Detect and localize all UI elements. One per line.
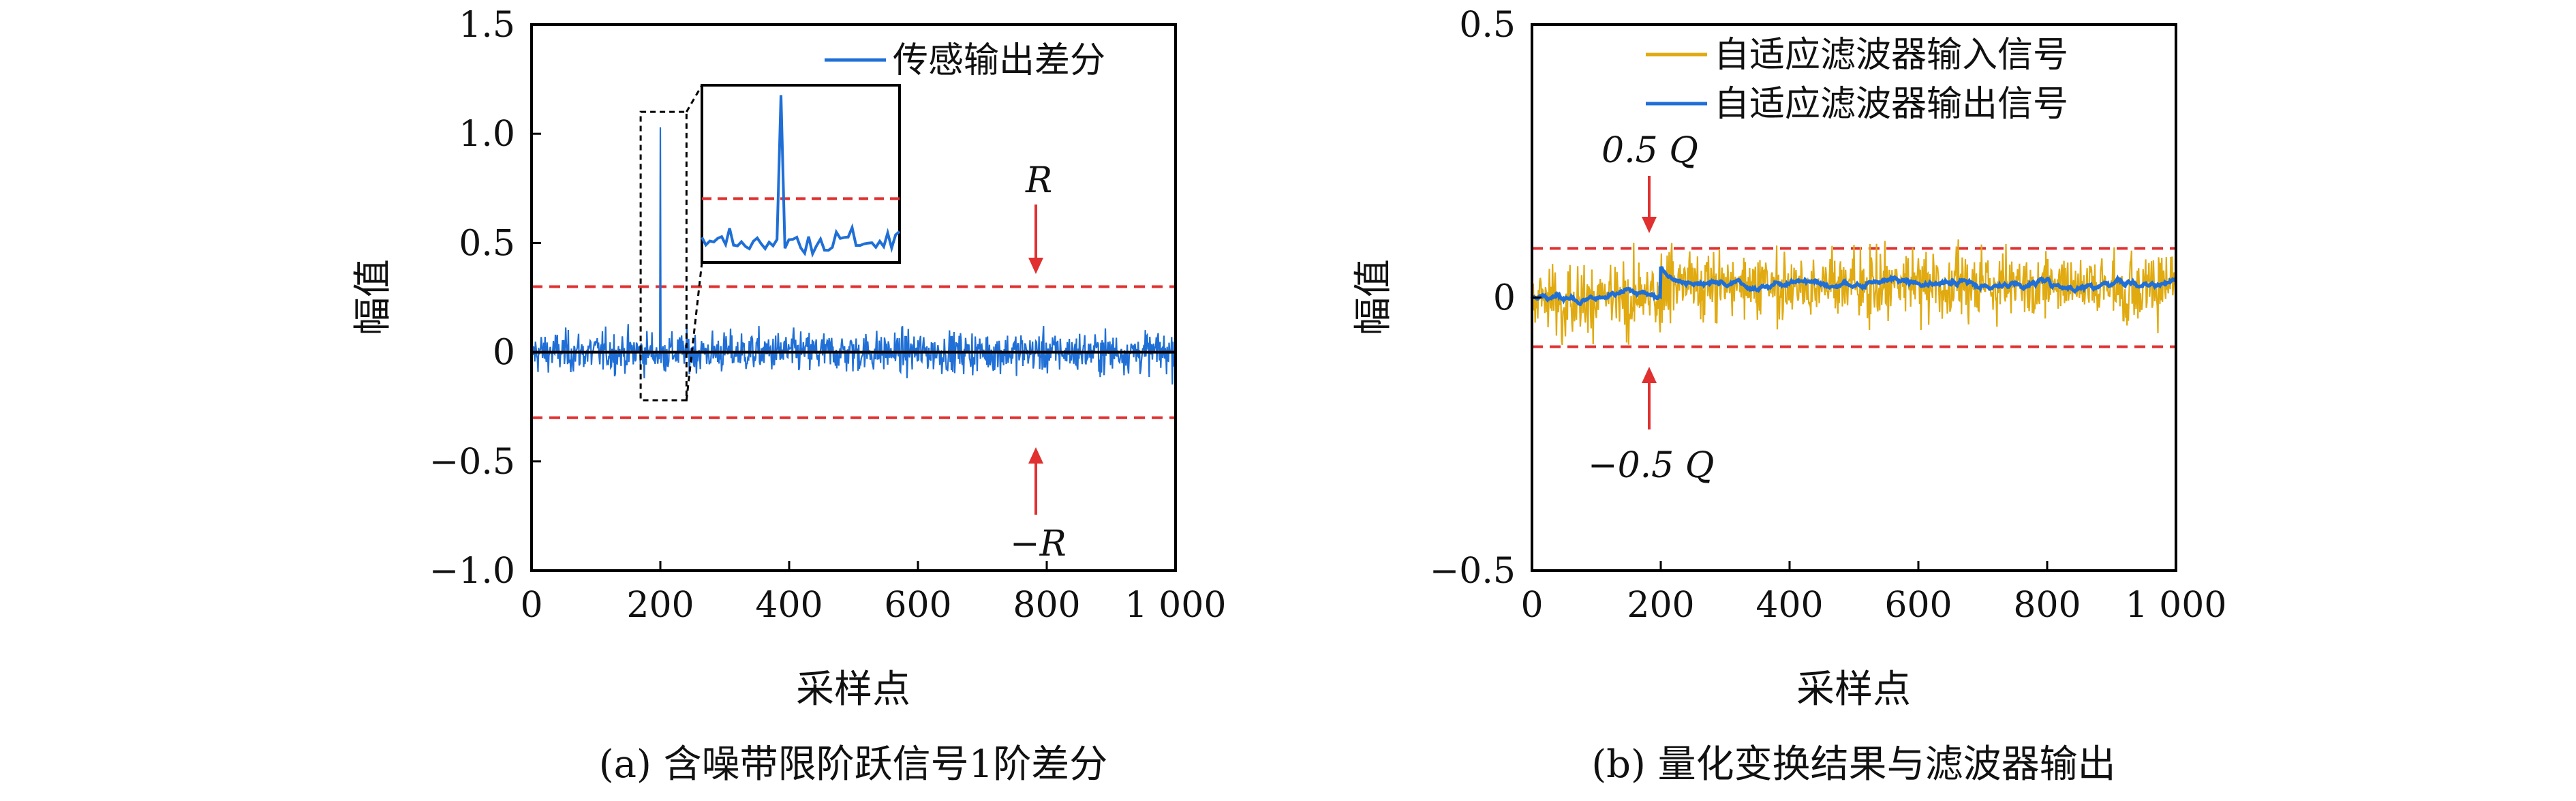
arrow-negr-head-a <box>1028 447 1043 464</box>
caption-a: (a) 含噪带限阶跃信号1阶差分 <box>599 742 1108 787</box>
legend-label-a-0: 传感输出差分 <box>893 40 1105 81</box>
ticks-a: 0 200 400 600 800 1 000 −1.0 −0.5 0 0.5 1.0 1.5 <box>429 5 1227 626</box>
x-tick-label-a-2: 400 <box>755 585 823 626</box>
annot-negr-a: −R <box>1010 524 1067 564</box>
legend-label-b-0: 自适应滤波器输入信号 <box>1714 35 2068 76</box>
x-tick-label-b-4: 800 <box>2013 585 2081 626</box>
panel-a: 0 200 400 600 800 1 000 −1.0 −0.5 0 0.5 1.0 1.5 传感输… <box>351 5 1226 787</box>
annot-r-a: R <box>1025 160 1052 201</box>
x-tick-label-b-0: 0 <box>1520 585 1543 626</box>
x-tick-label-b-2: 400 <box>1755 585 1823 626</box>
zoom-region-box <box>639 110 688 402</box>
inset-series-line <box>701 95 901 258</box>
inset-connector-bottom <box>685 262 703 401</box>
y-tick-label-a-1: −0.5 <box>429 442 515 483</box>
series-line-a-0 <box>530 127 1176 385</box>
y-tick-label-a-4: 1.0 <box>459 114 515 155</box>
series-line-b-0 <box>1531 239 2177 346</box>
series-line-b-1 <box>1530 266 2177 307</box>
y-axis-title-a: 幅值 <box>351 259 395 335</box>
ticks-b: 0 200 400 600 800 1 000−0.500.5 <box>1430 5 2227 626</box>
y-tick-label-b-2: 0.5 <box>1459 5 1516 46</box>
x-axis-title-b: 采样点 <box>1796 667 1911 712</box>
inset-frame <box>701 84 901 264</box>
arrow-q-head-b <box>1642 217 1657 233</box>
x-tick-label-a-5: 1 000 <box>1125 585 1227 626</box>
arrow-r-head-a <box>1028 258 1043 274</box>
y-tick-label-a-3: 0.5 <box>459 223 515 264</box>
plot-frame-a <box>530 23 1177 572</box>
series-layer-b <box>1530 239 2177 346</box>
caption-b: (b) 量化变换结果与滤波器输出 <box>1591 742 2115 787</box>
inset-connector-top <box>686 85 703 112</box>
x-tick-label-b-1: 200 <box>1627 585 1694 626</box>
y-tick-label-a-2: 0 <box>493 333 515 374</box>
y-tick-label-a-0: −1.0 <box>429 551 515 592</box>
x-tick-label-a-1: 200 <box>626 585 694 626</box>
y-axis-title-b: 幅值 <box>1351 259 1396 335</box>
y-tick-label-b-1: 0 <box>1493 278 1516 319</box>
x-axis-title-a: 采样点 <box>796 667 910 712</box>
arrow-negq-head-b <box>1642 367 1657 383</box>
legend-box-b <box>1636 30 2174 130</box>
series-layer-a <box>530 127 1176 385</box>
x-tick-label-a-4: 800 <box>1013 585 1080 626</box>
y-tick-label-b-0: −0.5 <box>1430 551 1516 592</box>
x-tick-label-a-0: 0 <box>520 585 542 626</box>
annot-q-b: 0.5 Q <box>1601 130 1698 171</box>
y-tick-label-a-5: 1.5 <box>459 5 515 46</box>
annot-negq-b: −0.5 Q <box>1588 445 1714 486</box>
panel-b: 0 200 400 600 800 1 000−0.500.5 自适应滤波器输入信号 自适… <box>1351 5 2226 787</box>
legend-label-b-1: 自适应滤波器输出信号 <box>1714 84 2068 125</box>
inset-a <box>639 84 901 402</box>
x-tick-label-a-3: 600 <box>884 585 951 626</box>
x-tick-label-b-5: 1 000 <box>2126 585 2227 626</box>
x-tick-label-b-3: 600 <box>1884 585 1952 626</box>
reference-lines-a <box>532 285 1176 419</box>
